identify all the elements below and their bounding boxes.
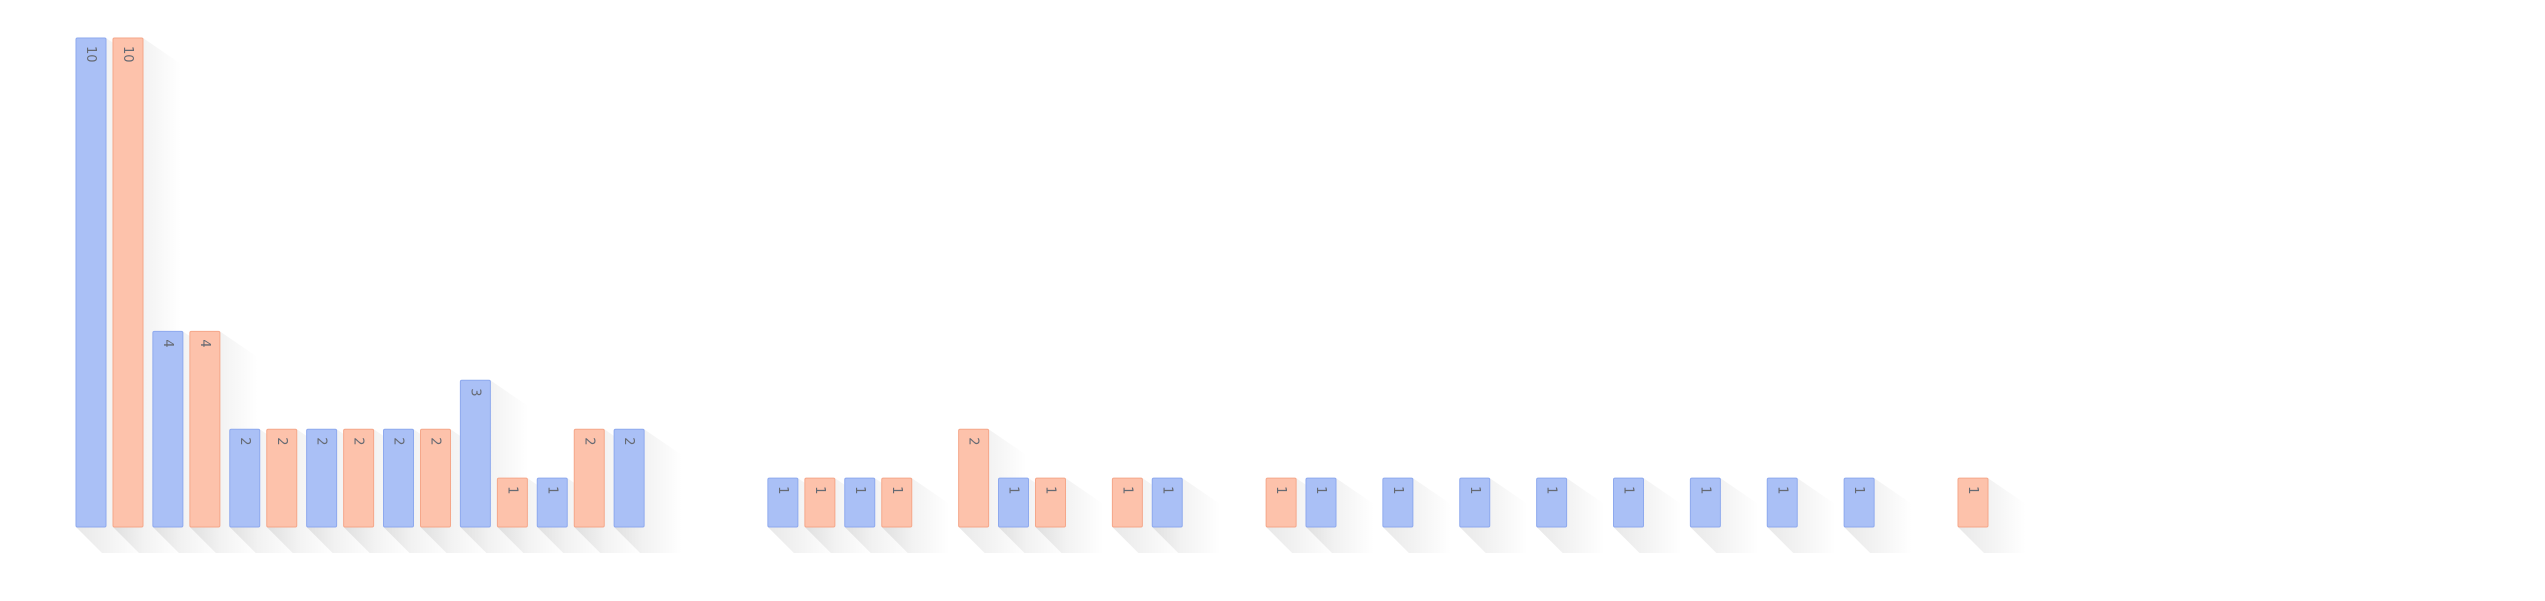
bar-series-2-category-12	[958, 428, 990, 528]
bar-value-label: 1	[1774, 486, 1789, 494]
bar-value-label: 2	[428, 437, 443, 445]
bar-value-label: 1	[775, 486, 790, 494]
bar-shadow	[1306, 478, 1374, 553]
bar-value-label: 2	[391, 437, 406, 445]
bar-series-2-category-16	[1265, 477, 1297, 528]
bar-value-label: 1	[1273, 486, 1288, 494]
bar-value-label: 1	[1851, 486, 1866, 494]
bar-value-label: 1	[1390, 486, 1405, 494]
bar-series-2-category-14	[1111, 477, 1143, 528]
bar-series-2-category-7	[573, 428, 605, 528]
bar-series-1-category-7	[536, 477, 568, 528]
bar-value-label: 2	[237, 437, 252, 445]
bar-shadow	[1767, 478, 1836, 553]
bar-series-1-category-20	[1536, 477, 1568, 528]
bar-value-label: 1	[1621, 486, 1636, 494]
bar-value-label: 1	[1313, 486, 1328, 494]
bar-shadow	[1152, 478, 1221, 553]
bar-series-1-category-15	[1151, 477, 1183, 528]
bar-value-label: 1	[1119, 486, 1134, 494]
bar-value-label: 2	[966, 437, 981, 445]
bar-shadow	[1844, 478, 1913, 553]
bar-series-1-category-8	[613, 428, 645, 528]
bar-series-2-category-10	[804, 477, 836, 528]
bar-series-2-category-11	[881, 477, 913, 528]
bar-shadow	[1613, 478, 1682, 553]
bar-series-2-category-3	[266, 428, 298, 528]
bar-series-1-category-1	[75, 37, 107, 528]
bar-series-1-category-18	[1382, 477, 1414, 528]
bar-value-label: 1	[1159, 486, 1174, 494]
bar-value-label: 10	[83, 46, 98, 63]
bar-series-1-category-24	[1843, 477, 1875, 528]
bar-series-1-category-19	[1459, 477, 1491, 528]
bar-value-label: 1	[1697, 486, 1712, 494]
bar-series-2-category-25	[1957, 477, 1989, 528]
bar-series-1-category-5	[383, 428, 414, 528]
bar-value-label: 1	[1467, 486, 1482, 494]
bar-shadow	[1459, 478, 1528, 553]
bar-series-1-category-10	[767, 477, 799, 528]
bar-series-1-category-2	[152, 330, 184, 528]
bar-value-label: 1	[504, 486, 519, 494]
bar-shadow	[1958, 478, 2026, 553]
bar-series-2-category-1	[112, 37, 144, 528]
bar-shadow	[1690, 478, 1759, 553]
bar-value-label: 2	[314, 437, 329, 445]
bar-shadow	[1382, 478, 1451, 553]
bar-value-label: 3	[467, 388, 482, 396]
bar-shadow	[881, 478, 950, 553]
bar-series-2-category-13	[1035, 477, 1066, 528]
bar-value-label: 2	[581, 437, 596, 445]
bar-series-1-category-21	[1613, 477, 1644, 528]
bar-shadow	[1536, 478, 1605, 553]
bar-series-2-category-4	[343, 428, 375, 528]
bar-series-1-category-6	[459, 379, 491, 528]
bar-value-label: 1	[1965, 486, 1980, 494]
bar-value-label: 1	[812, 486, 827, 494]
bar-series-1-category-13	[998, 477, 1029, 528]
bar-series-2-category-2	[189, 330, 221, 528]
bar-value-label: 4	[197, 339, 212, 347]
bar-value-label: 1	[889, 486, 904, 494]
bar-series-1-category-4	[306, 428, 338, 528]
bar-series-1-category-11	[844, 477, 876, 528]
bar-value-label: 1	[1006, 486, 1021, 494]
bar-series-1-category-22	[1689, 477, 1721, 528]
bar-series-1-category-3	[229, 428, 261, 528]
bar-value-label: 1	[852, 486, 867, 494]
bar-series-2-category-5	[420, 428, 451, 528]
bar-value-label: 2	[351, 437, 366, 445]
bar-series-1-category-23	[1766, 477, 1798, 528]
bar-value-label: 2	[621, 437, 636, 445]
bar-value-label: 2	[274, 437, 289, 445]
bar-series-1-category-17	[1305, 477, 1337, 528]
bar-series-2-category-6	[496, 477, 528, 528]
bar-value-label: 10	[120, 46, 135, 63]
bar-value-label: 1	[1043, 486, 1058, 494]
bar-shadow	[1035, 478, 1104, 553]
bar-value-label: 1	[544, 486, 559, 494]
bar-value-label: 1	[1544, 486, 1559, 494]
bar-value-label: 4	[160, 339, 175, 347]
